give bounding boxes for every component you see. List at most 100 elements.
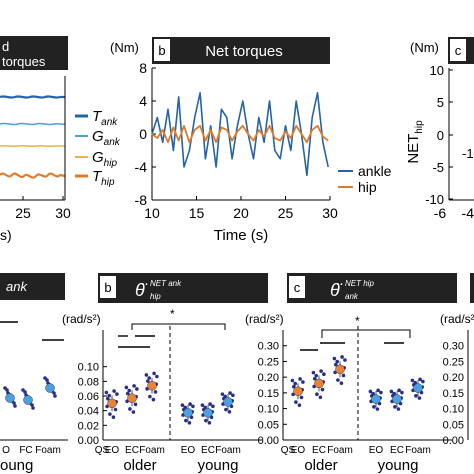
data-dot [322, 372, 326, 376]
data-dot [148, 394, 152, 399]
panel-a-legend: Tank Gank Ghip Thip [75, 108, 121, 188]
panel-bb-points [104, 371, 235, 425]
legend-hip: hip [358, 179, 377, 195]
data-dot [200, 403, 205, 407]
data-dot [23, 390, 27, 394]
series-line-hip [151, 124, 329, 144]
panel-bc-sig: * [355, 314, 360, 328]
data-dot [113, 407, 118, 412]
ytick-label: 0.30 [258, 341, 279, 353]
data-dot [224, 407, 228, 412]
mean-point [371, 394, 381, 404]
panel-a-xtick-25: 25 [15, 205, 31, 221]
data-dot [146, 379, 150, 383]
data-dot [376, 388, 380, 393]
xtick-label: Foam [405, 445, 431, 456]
xtick-label: EO [105, 445, 120, 456]
panel-b-xlabel: Time (s) [214, 227, 268, 244]
panel-c-ylabel: (Nm) [410, 40, 439, 55]
xtick-label: EC [201, 445, 215, 456]
ytick-label: 0.20 [258, 372, 279, 384]
ytick-label: 0.10 [443, 404, 464, 416]
data-dot [228, 391, 232, 395]
data-dot [315, 392, 319, 397]
ytick-label: 0.15 [443, 388, 464, 400]
data-dot [115, 392, 119, 396]
panel-bc-points [290, 355, 425, 411]
panel-top-a: d torques 25 30 s) Tank Gank Ghip Thip [0, 36, 121, 243]
mean-point [335, 364, 345, 375]
sig-bracket [131, 323, 226, 330]
panel-a-title-line2: torques [2, 54, 46, 69]
data-dot [314, 373, 319, 378]
ytick-label: 0.25 [443, 356, 464, 368]
ytick-label: 0.08 [78, 376, 99, 388]
panel-bottom-c: c θ̈ NET hip ank (rad/s²) 0.30 0.25 0.20 0.… [245, 273, 457, 474]
xtick-label: EO [181, 445, 196, 456]
legend-ankle: ankle [358, 163, 392, 179]
ytick-label: 0.00 [258, 435, 279, 447]
panel-b-ytick-label: -8 [135, 192, 148, 208]
data-dot [339, 381, 344, 385]
data-dot [108, 412, 112, 416]
ytick-label: 0.05 [258, 419, 279, 431]
data-dot [335, 359, 340, 364]
data-dot [135, 387, 139, 391]
data-dot [13, 404, 17, 408]
data-dot [191, 404, 195, 409]
ytick-label: 0.15 [258, 388, 279, 400]
panel-bc-title-symbol: θ̈ [330, 280, 343, 300]
panel-c-ytick: 10 [430, 63, 444, 78]
panel-a-xlabel: s) [0, 227, 12, 243]
panel-bb-sig: * [170, 307, 175, 321]
data-dot [297, 403, 302, 407]
legend-t-hip: Thip [92, 168, 115, 188]
mean-point [127, 393, 137, 403]
panel-b-letter: b [158, 43, 165, 58]
mean-point [45, 383, 55, 393]
data-dot [397, 388, 401, 393]
panel-c-ytick: -10 [425, 192, 444, 207]
data-dot [389, 389, 394, 394]
legend-t-ank: Tank [92, 108, 118, 128]
panel-bc-group-young: young [378, 457, 419, 474]
mean-point [223, 397, 233, 407]
ytick-label: 0.30 [443, 341, 464, 353]
data-dot [341, 373, 346, 378]
panel-bb-letter-box [100, 276, 116, 298]
panel-b-lines [151, 92, 329, 177]
panel-bc-title-sup: NET hip [345, 279, 374, 288]
data-dot [223, 394, 227, 399]
data-dot [53, 394, 57, 398]
mean-point [293, 386, 303, 397]
data-dot [220, 392, 225, 396]
mean-point [183, 408, 193, 418]
data-dot [293, 381, 298, 386]
data-dot [231, 393, 235, 398]
panel-top-c: (Nm) c NEThip 10 5 0 -5 -10 -1 -6 -4 [405, 37, 474, 221]
data-dot [31, 406, 35, 410]
xtick-label: EO [369, 445, 384, 456]
data-dot [133, 402, 138, 407]
data-dot [371, 391, 376, 396]
data-dot [299, 395, 304, 400]
panel-b-xtick-label: 25 [278, 205, 294, 221]
data-dot [392, 391, 397, 396]
panel-bd-yticks: 0.30 0.25 0.20 0.15 0.10 0.05 0.00 [443, 341, 464, 447]
panel-a-title-line1: d [2, 39, 9, 54]
data-dot [124, 385, 129, 390]
panel-bc-header [287, 273, 457, 303]
data-dot [104, 390, 109, 395]
mean-point [392, 394, 402, 404]
panel-bb-ylabel: (rad/s²) [62, 312, 101, 326]
panel-bd-ylabel: (rad/s²) [440, 312, 474, 326]
data-dot [298, 377, 302, 381]
panel-ba-header [0, 273, 65, 300]
data-dot [372, 405, 376, 409]
data-dot [5, 388, 9, 392]
mean-point [147, 380, 157, 391]
data-dot [111, 415, 116, 419]
ytick-label: 0.00 [443, 435, 464, 447]
ytick-label: 0.02 [78, 420, 99, 432]
data-dot [152, 371, 156, 376]
